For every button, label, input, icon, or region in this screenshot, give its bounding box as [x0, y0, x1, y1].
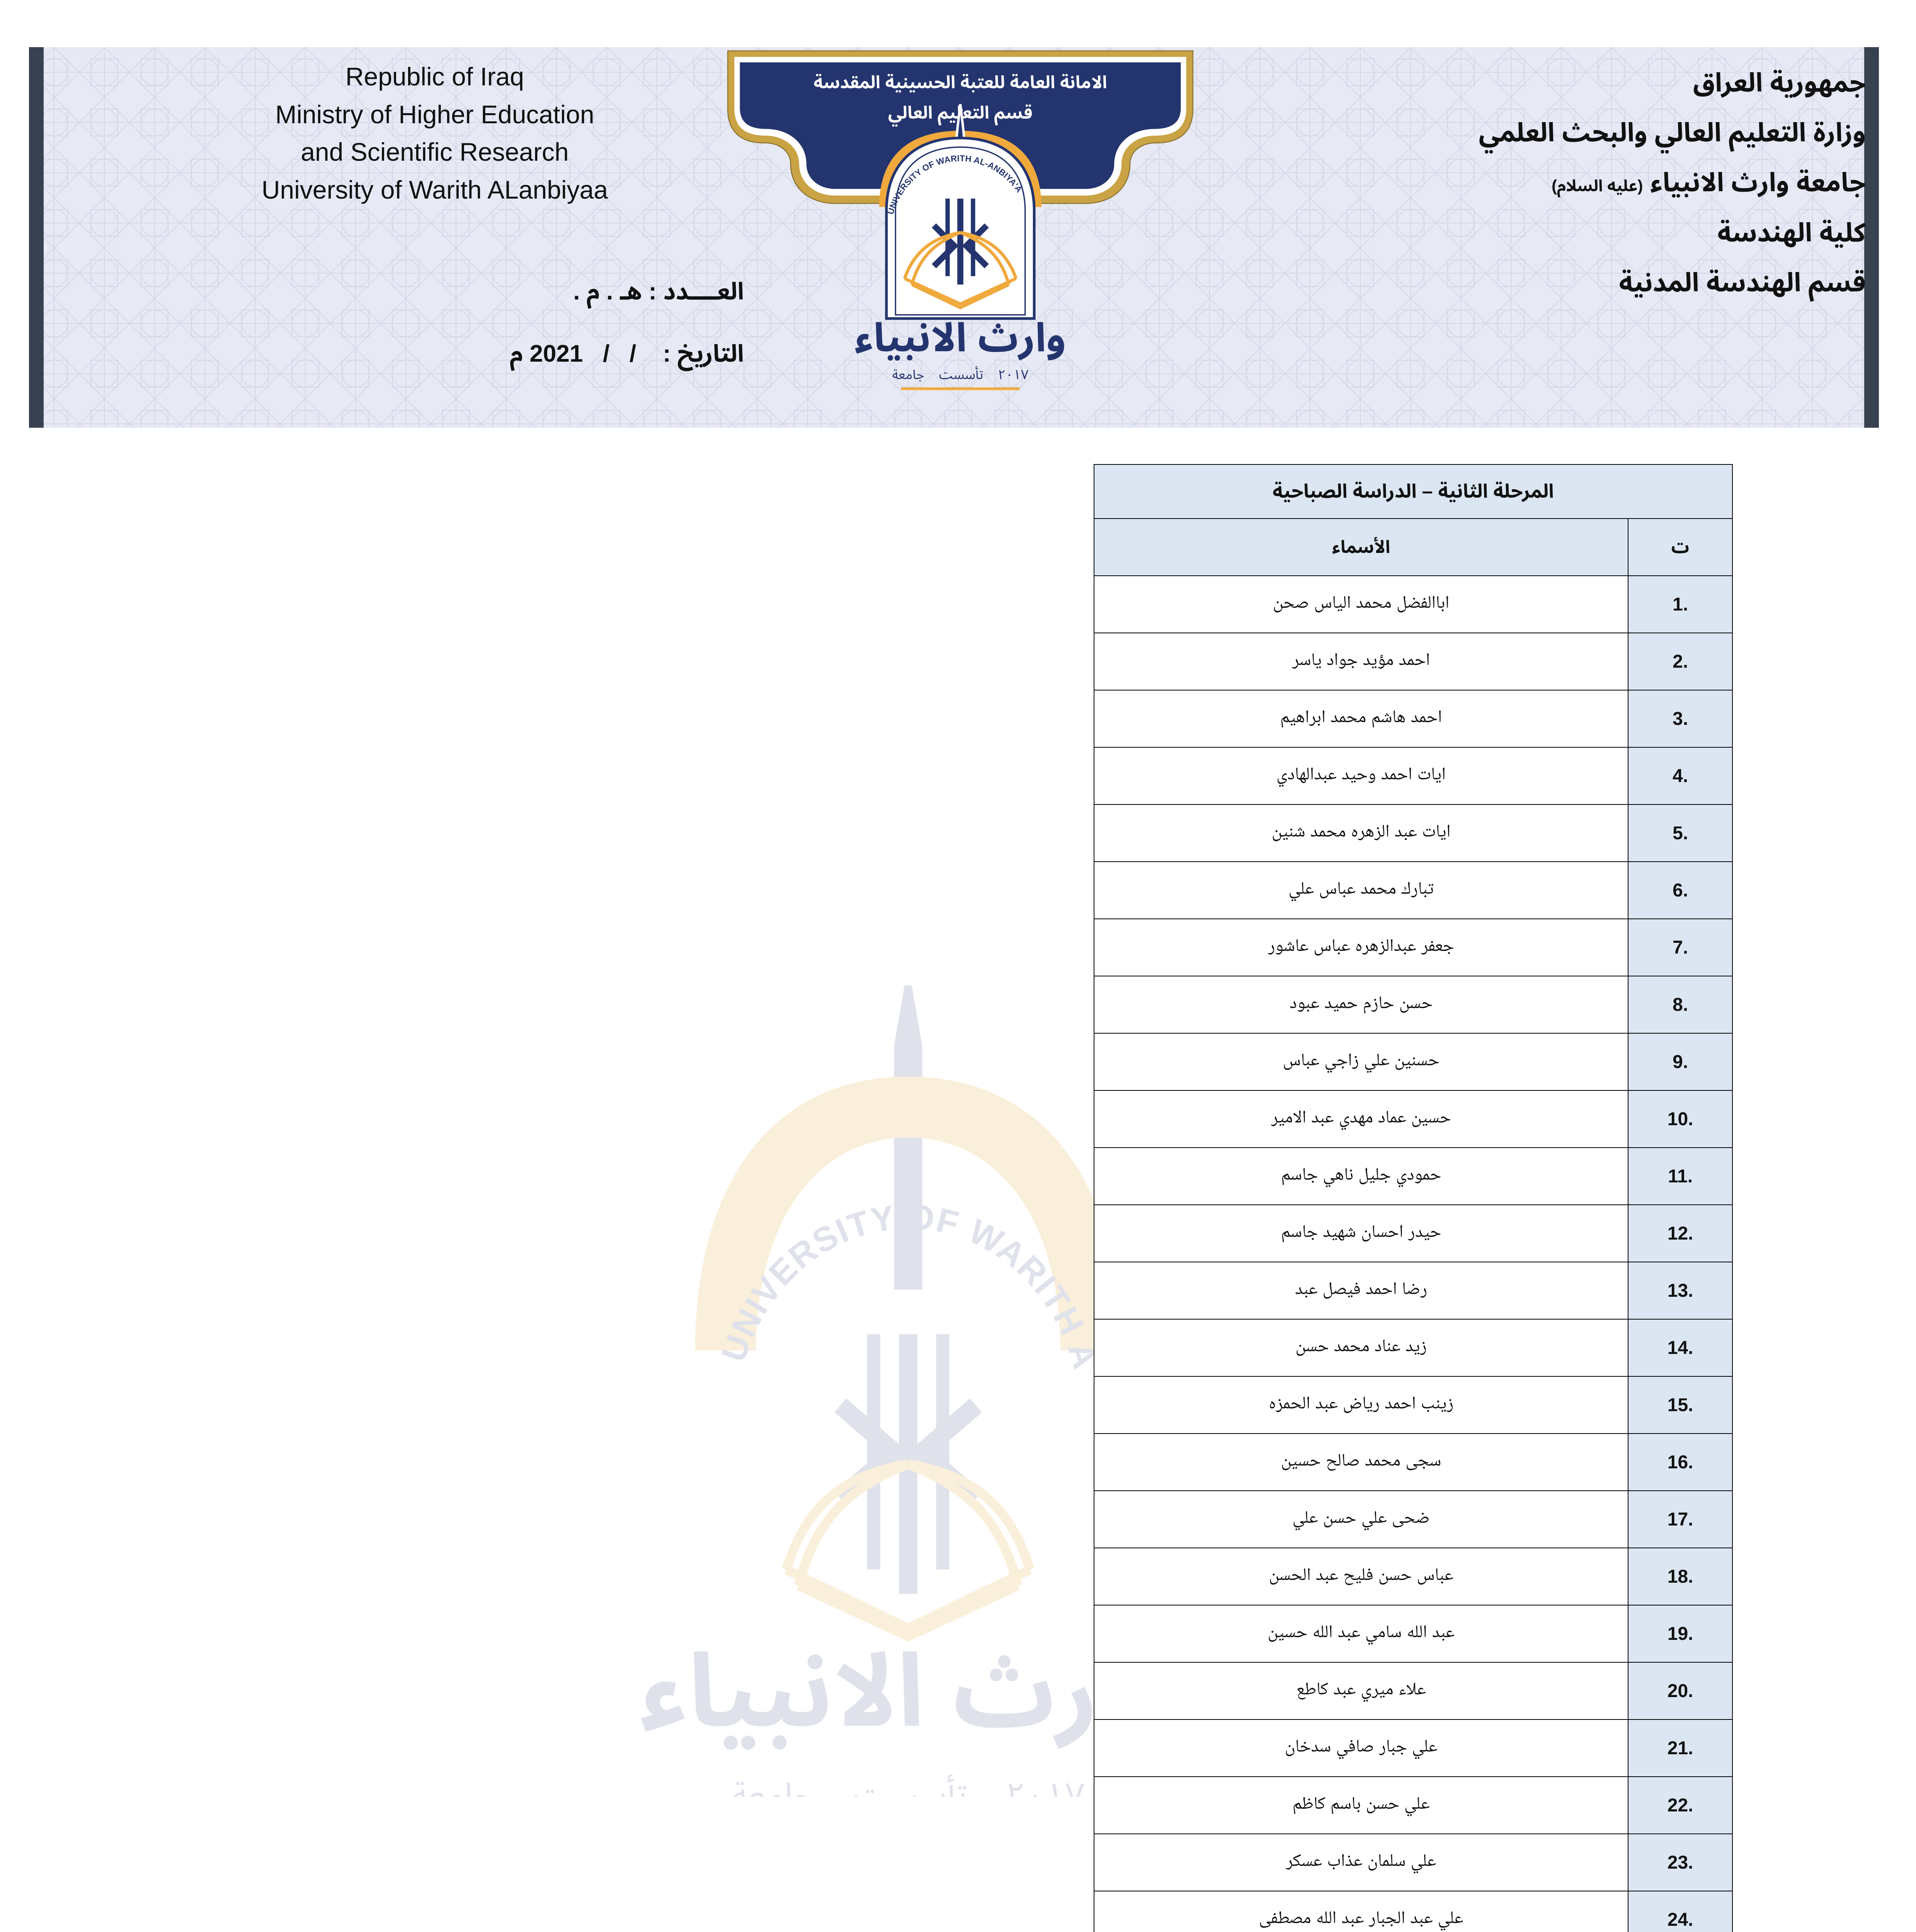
svg-text:٢٠١٧ تأسست جامعة: ٢٠١٧ تأسست جامعة: [892, 367, 1029, 382]
svg-text:الامانة العامة للعتبة الحسينية: الامانة العامة للعتبة الحسينية المقدسة: [813, 73, 1107, 93]
svg-text:وارث الانبياء: وارث الانبياء: [855, 315, 1066, 361]
svg-text:٢٠١٧ تأسست جامعة: ٢٠١٧ تأسست جامعة: [732, 1774, 1085, 1797]
